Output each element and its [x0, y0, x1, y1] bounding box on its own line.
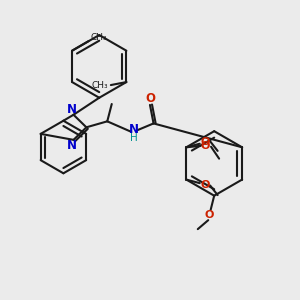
Text: CH₃: CH₃	[91, 33, 107, 42]
Text: O: O	[145, 92, 155, 105]
Text: CH₃: CH₃	[92, 81, 108, 90]
Text: N: N	[67, 139, 77, 152]
Text: N: N	[67, 103, 77, 116]
Text: O: O	[200, 137, 210, 147]
Text: N: N	[129, 123, 139, 136]
Text: O: O	[200, 180, 210, 190]
Text: H: H	[130, 134, 138, 143]
Text: O: O	[201, 141, 210, 151]
Text: O: O	[204, 210, 214, 220]
